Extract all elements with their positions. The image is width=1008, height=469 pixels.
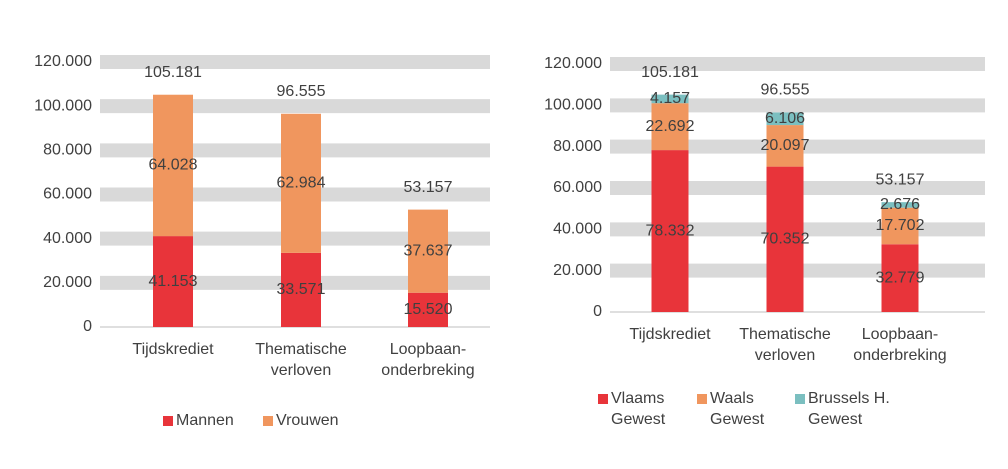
y-tick-label: 60.000 [43,186,92,203]
legend-label: Vlaams Gewest [611,390,666,428]
data-label: 17.702 [876,217,925,234]
legend-label: Vrouwen [276,412,339,429]
legend-swatch [697,394,707,404]
y-tick-label: 40.000 [43,230,92,247]
bar-segment [881,207,919,245]
legend-label: Waals Gewest [710,390,765,428]
bar-segment [281,252,321,327]
bar-segment [766,112,804,126]
total-label: 53.157 [876,171,925,188]
total-label: 105.181 [641,64,699,81]
data-label: 64.028 [149,157,198,174]
y-tick-label: 20.000 [43,274,92,291]
data-label: 2.676 [880,196,920,213]
legend-label: Mannen [176,412,234,429]
y-tick-label: 80.000 [553,138,602,155]
x-tick-label: Loopbaan-onderbreking [853,326,947,364]
bar-segment [153,236,193,327]
data-label: 20.097 [761,137,810,154]
total-label: 96.555 [761,82,810,99]
y-tick-label: 120.000 [34,53,92,70]
bar-segment [153,94,193,237]
x-tick-label: Tijdskrediet [132,341,214,358]
data-label: 33.571 [277,281,326,298]
data-label: 41.153 [149,273,198,290]
y-tick-label: 0 [593,303,602,320]
total-label: 96.555 [277,83,326,100]
data-label: 37.637 [404,242,453,259]
data-label: 6.106 [765,110,805,127]
x-tick-label: Thematische verloven [255,341,347,379]
bar-segment [281,113,321,253]
x-tick-label: Thematische verloven [739,326,831,364]
bar-segment [651,94,689,104]
legend-swatch [795,394,805,404]
data-label: 78.332 [646,222,695,239]
y-tick-label: 60.000 [553,179,602,196]
legend-swatch [163,416,173,426]
y-tick-label: 0 [83,318,92,335]
y-tick-label: 100.000 [34,97,92,114]
bar-segment [408,292,448,327]
x-tick-label: Loopbaan-onderbreking [381,341,475,379]
data-label: 70.352 [761,231,810,248]
data-label: 22.692 [646,118,695,135]
y-tick-label: 120.000 [544,55,602,72]
total-label: 53.157 [404,179,453,196]
legend-swatch [598,394,608,404]
y-tick-label: 100.000 [544,97,602,114]
bar-segment [408,209,448,293]
y-tick-label: 80.000 [43,142,92,159]
bar-segment [881,202,919,208]
data-label: 62.984 [277,175,326,192]
total-label: 105.181 [144,64,202,81]
legend-swatch [263,416,273,426]
data-label: 15.520 [404,301,453,318]
legend-label: Brussels H. Gewest [808,390,890,428]
y-tick-label: 20.000 [553,262,602,279]
data-label: 4.157 [650,90,690,107]
bar-segment [766,166,804,312]
bar-segment [651,103,689,151]
data-label: 32.779 [876,269,925,286]
bar-segment [881,244,919,312]
y-tick-label: 40.000 [553,221,602,238]
x-tick-label: Tijdskrediet [629,326,711,343]
bar-segment [651,150,689,312]
bar-segment [766,125,804,167]
